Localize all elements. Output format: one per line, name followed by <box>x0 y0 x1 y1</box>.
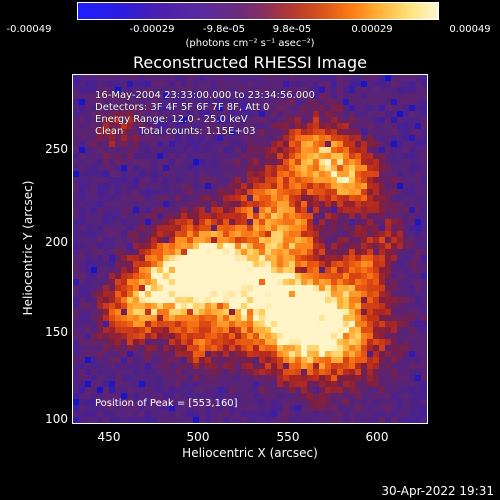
x-tick-550: 550 <box>276 430 300 444</box>
image-title: Reconstructed RHESSI Image <box>133 53 367 72</box>
image-plot <box>72 74 428 424</box>
render-timestamp: 30-Apr-2022 19:31 <box>381 484 494 498</box>
colorbar-tick-5: 0.00029 <box>351 24 393 35</box>
observation-info: 16-May-2004 23:33:00.000 to 23:34:56.000… <box>95 90 315 138</box>
y-tick-100: 100 <box>45 412 68 426</box>
detectors: Detectors: 3F 4F 5F 6F 7F 8F, Att 0 <box>95 102 270 113</box>
clean-counts: Clean Total counts: 1.15E+03 <box>95 126 256 137</box>
time-range: 16-May-2004 23:33:00.000 to 23:34:56.000 <box>95 90 315 101</box>
colorbar-tick-2: -0.00029 <box>129 24 175 35</box>
energy-range: Energy Range: 12.0 - 25.0 keV <box>95 114 248 125</box>
rhessi-intensity-map <box>73 75 427 423</box>
y-tick-250: 250 <box>45 142 68 156</box>
colorbar-tick-3: -9.8e-05 <box>203 24 245 35</box>
colorbar-tick-4: 9.8e-05 <box>272 24 312 35</box>
x-axis-label: Heliocentric X (arcsec) <box>182 446 318 460</box>
x-tick-500: 500 <box>186 430 210 444</box>
y-tick-200: 200 <box>45 235 68 249</box>
colorbar-tick-labels: -0.00049 -0.00029 -9.8e-05 9.8e-05 0.000… <box>0 24 500 38</box>
colorbar-tick-1: -0.00049 <box>6 24 52 35</box>
y-tick-150: 150 <box>45 325 68 339</box>
colorbar-units: (photons cm⁻² s⁻¹ asec⁻²) <box>185 38 315 49</box>
x-tick-450: 450 <box>97 430 121 444</box>
x-tick-600: 600 <box>365 430 389 444</box>
colorbar-tick-6: 0.00049 <box>449 24 491 35</box>
peak-position: Position of Peak = [553,160] <box>95 398 238 409</box>
colorbar <box>77 2 439 20</box>
y-axis-label: Heliocentric Y (arcsec) <box>21 180 35 316</box>
